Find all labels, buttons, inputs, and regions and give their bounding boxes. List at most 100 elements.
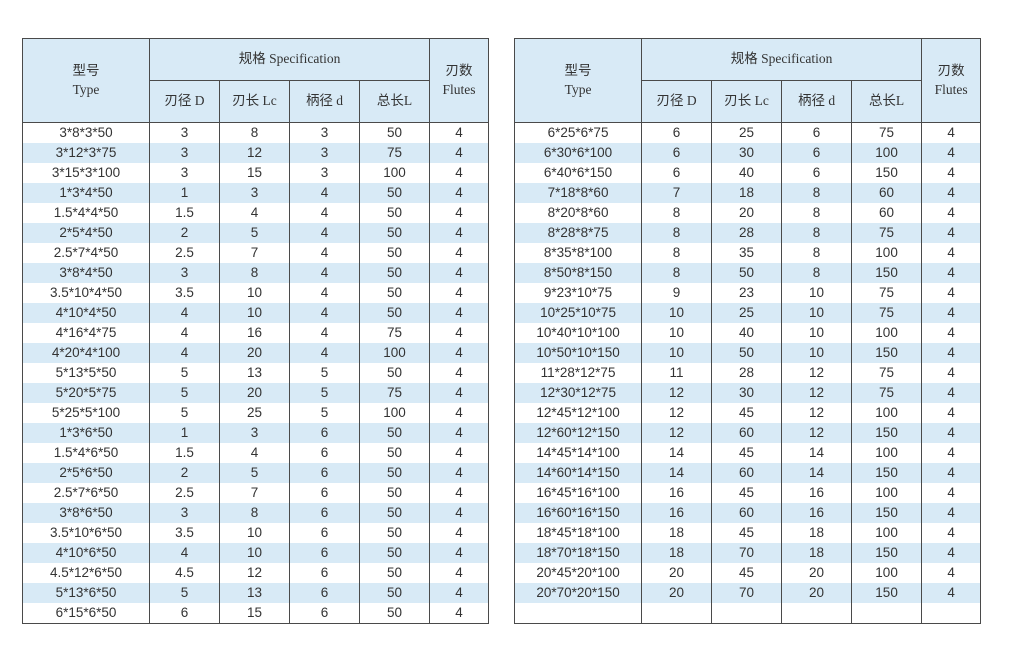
value-cell: 60 [851,183,923,204]
value-cell: 10 [781,283,853,304]
value-cell: 8 [781,203,853,224]
table-row: 4*10*6*50 4 10 6 50 4 [22,543,490,563]
table-row: 16*60*16*150 16 60 16 150 4 [514,503,982,524]
table-row: 20*45*20*100 20 45 20 100 4 [514,563,982,584]
value-cell: 70 [711,583,783,604]
type-cell: 4*16*4*75 [22,323,150,343]
value-cell: 14 [781,443,853,464]
value-cell: 4 [289,323,360,343]
value-cell: 4 [921,383,982,404]
spec-table-right: 型号 Type 规格 Specification 刃数 Flutes 刃径 D … [514,38,982,624]
value-cell: 4 [921,163,982,184]
type-cell: 10*50*10*150 [514,343,643,364]
value-cell: 6 [289,563,360,583]
value-cell: 28 [711,223,783,244]
value-cell: 4 [429,363,490,383]
value-cell: 4 [429,323,490,343]
value-cell: 14 [781,463,853,484]
value-cell [851,603,923,624]
value-cell: 100 [851,523,923,544]
value-cell: 50 [711,343,783,364]
type-cell: 16*60*16*150 [514,503,643,524]
value-cell: 3 [219,423,290,443]
value-cell: 2 [149,223,220,243]
value-cell: 20 [219,343,290,363]
value-cell: 8 [219,503,290,523]
type-cell: 8*35*8*100 [514,243,643,264]
table-row: 12*30*12*75 12 30 12 75 4 [514,383,982,404]
type-cell: 4*10*6*50 [22,543,150,563]
value-cell: 6 [289,503,360,523]
type-cell: 3*12*3*75 [22,143,150,163]
value-cell: 4 [429,483,490,503]
value-cell: 4 [429,383,490,403]
value-cell: 3.5 [149,523,220,543]
table-body-left: 3*8*3*50 3 8 3 50 4 3*12*3*75 3 12 3 75 4 3*15*3*100… [22,122,490,624]
value-cell: 4 [429,343,490,363]
value-cell: 70 [711,543,783,564]
table-row: 6*25*6*75 6 25 6 75 4 [514,122,982,144]
header-flutes: 刃数 Flutes [921,38,982,123]
value-cell: 50 [358,122,431,143]
value-cell: 50 [711,263,783,284]
table-row: 6*15*6*50 6 15 6 50 4 [22,603,490,624]
value-cell [781,603,853,624]
value-cell: 11 [641,363,713,384]
header-type: 型号 Type [514,38,643,123]
value-cell: 10 [641,303,713,324]
value-cell: 10 [219,543,290,563]
value-cell: 12 [641,423,713,444]
value-cell: 4 [921,243,982,264]
type-cell: 10*25*10*75 [514,303,643,324]
value-cell: 150 [851,543,923,564]
table-row: 1*3*6*50 1 3 6 50 4 [22,423,490,443]
value-cell: 6 [641,122,713,144]
type-cell: 2*5*6*50 [22,463,150,483]
value-cell: 13 [219,583,290,603]
value-cell: 6 [289,523,360,543]
value-cell: 5 [289,403,360,423]
value-cell: 4 [219,443,290,463]
value-cell: 50 [358,263,431,283]
table-row: 3.5*10*4*50 3.5 10 4 50 4 [22,283,490,303]
value-cell: 100 [851,243,923,264]
value-cell: 4 [289,343,360,363]
header-specification: 规格 Specification [641,38,923,81]
value-cell: 14 [641,463,713,484]
value-cell: 4 [289,263,360,283]
value-cell: 8 [781,243,853,264]
table-row: 20*70*20*150 20 70 20 150 4 [514,583,982,604]
value-cell: 4 [289,183,360,203]
value-cell: 10 [219,283,290,303]
table-row: 14*60*14*150 14 60 14 150 4 [514,463,982,484]
value-cell: 4.5 [149,563,220,583]
value-cell: 6 [781,122,853,144]
value-cell: 4 [921,443,982,464]
type-cell: 4.5*12*6*50 [22,563,150,583]
value-cell: 4 [921,563,982,584]
type-cell: 6*15*6*50 [22,603,150,624]
table-row: 4*10*4*50 4 10 4 50 4 [22,303,490,323]
value-cell: 4 [921,523,982,544]
value-cell: 4 [429,523,490,543]
value-cell: 50 [358,283,431,303]
value-cell: 4 [921,323,982,344]
header-shank-diameter: 柄径 d [781,80,853,123]
type-cell: 9*23*10*75 [514,283,643,304]
value-cell: 75 [851,122,923,144]
value-cell: 5 [219,223,290,243]
value-cell: 4 [149,303,220,323]
type-cell: 20*45*20*100 [514,563,643,584]
value-cell: 1 [149,423,220,443]
value-cell: 12 [781,363,853,384]
value-cell: 10 [781,303,853,324]
value-cell: 16 [641,483,713,504]
value-cell: 16 [219,323,290,343]
value-cell: 10 [781,323,853,344]
value-cell: 75 [851,283,923,304]
page: 型号 Type 规格 Specification 刃数 Flutes 刃径 D … [22,38,982,624]
value-cell: 50 [358,503,431,523]
type-cell: 1*3*6*50 [22,423,150,443]
value-cell: 100 [851,443,923,464]
value-cell: 4 [429,563,490,583]
